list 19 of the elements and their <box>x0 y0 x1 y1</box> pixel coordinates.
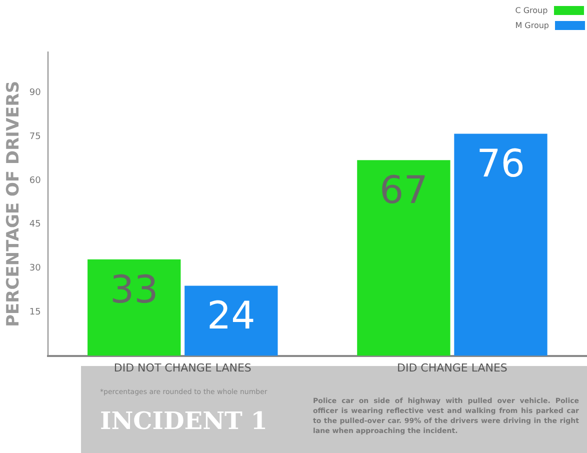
y-tick-label: 75 <box>29 132 41 142</box>
legend-label: M Group <box>515 21 549 30</box>
y-axis-title: PERCENTAGE OF DRIVERS <box>4 80 24 327</box>
data-label: 76 <box>476 142 525 186</box>
bar <box>454 134 548 356</box>
y-tick-label: 90 <box>29 88 42 98</box>
x-tick-label: DID CHANGE LANES <box>396 361 508 374</box>
data-label: 67 <box>380 168 428 212</box>
bar <box>88 259 181 356</box>
y-tick-label: 45 <box>29 220 41 230</box>
data-label: 24 <box>206 294 256 338</box>
y-tick-label: 30 <box>29 264 42 274</box>
x-tick-label: DID NOT CHANGE LANES <box>114 361 252 374</box>
bar <box>184 286 278 356</box>
bar <box>357 160 450 356</box>
y-tick-label: 15 <box>29 307 41 318</box>
data-label: 33 <box>110 267 158 312</box>
legend-label: C Group <box>515 6 548 15</box>
y-tick-label: 60 <box>29 176 42 186</box>
